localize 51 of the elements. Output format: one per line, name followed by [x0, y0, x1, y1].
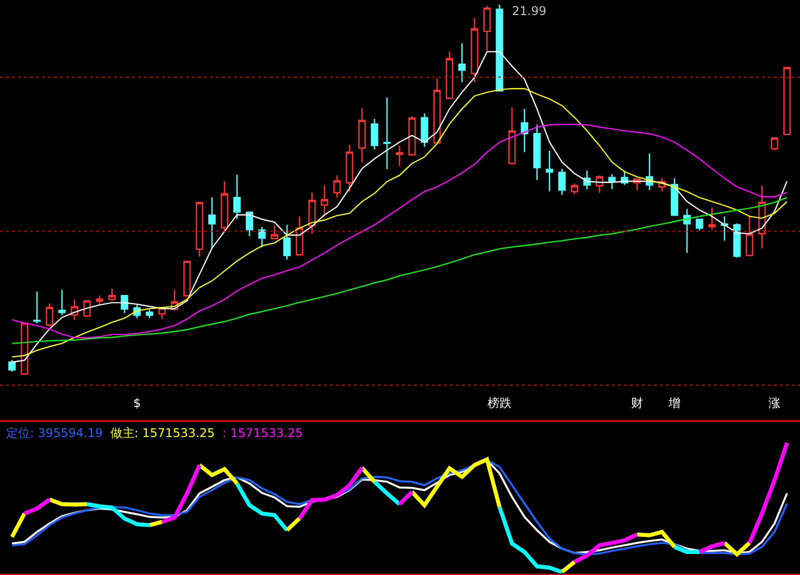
candlestick [320, 185, 328, 217]
candlestick [183, 260, 191, 297]
candlestick [96, 295, 104, 305]
candlestick [696, 218, 704, 231]
x-tick-label: 增 [668, 396, 680, 410]
candlestick [770, 137, 778, 151]
candlestick [458, 42, 466, 83]
candlestick [708, 206, 716, 230]
candlestick [283, 224, 291, 260]
candlestick [508, 106, 516, 165]
candlestick [470, 17, 478, 83]
candlestick [196, 202, 204, 258]
candlestick [483, 5, 491, 52]
candlestick [383, 96, 391, 170]
text: 做主: 1571533.25 [110, 426, 215, 440]
candlestick [270, 224, 278, 240]
x-tick-label: 涨 [768, 396, 780, 410]
candlestick [233, 174, 241, 220]
annotation: 21.99 [512, 4, 546, 18]
candlestick [683, 208, 691, 254]
x-tick-label: $ [133, 396, 141, 410]
candlestick [208, 196, 216, 250]
candlestick [546, 150, 554, 192]
candlestick [333, 174, 341, 198]
candlestick [733, 222, 741, 258]
text: : 1571533.25 [222, 426, 303, 440]
x-tick-label: 财 [631, 396, 643, 410]
candlestick [396, 145, 404, 167]
candlestick [370, 118, 378, 150]
candlestick [446, 51, 454, 100]
candlestick [520, 108, 528, 153]
candlestick [358, 108, 366, 164]
candlestick [258, 226, 266, 248]
candlestick [558, 168, 566, 196]
x-tick-label: 榜跌 [488, 396, 512, 410]
candlestick [33, 290, 41, 324]
candlestick [608, 174, 616, 190]
candlestick [533, 124, 541, 181]
candlestick [146, 309, 154, 319]
candlestick [746, 214, 754, 257]
candlestick [108, 288, 116, 302]
candlestick [420, 112, 428, 148]
candlestick [346, 144, 354, 192]
candlestick [496, 4, 504, 92]
candlestick [46, 302, 54, 327]
candlestick [58, 289, 66, 316]
candlestick [220, 180, 228, 232]
candlestick [783, 66, 791, 136]
candlestick [720, 216, 728, 242]
candlestick [408, 116, 416, 156]
text: 定位: 395594.19 [6, 426, 103, 440]
